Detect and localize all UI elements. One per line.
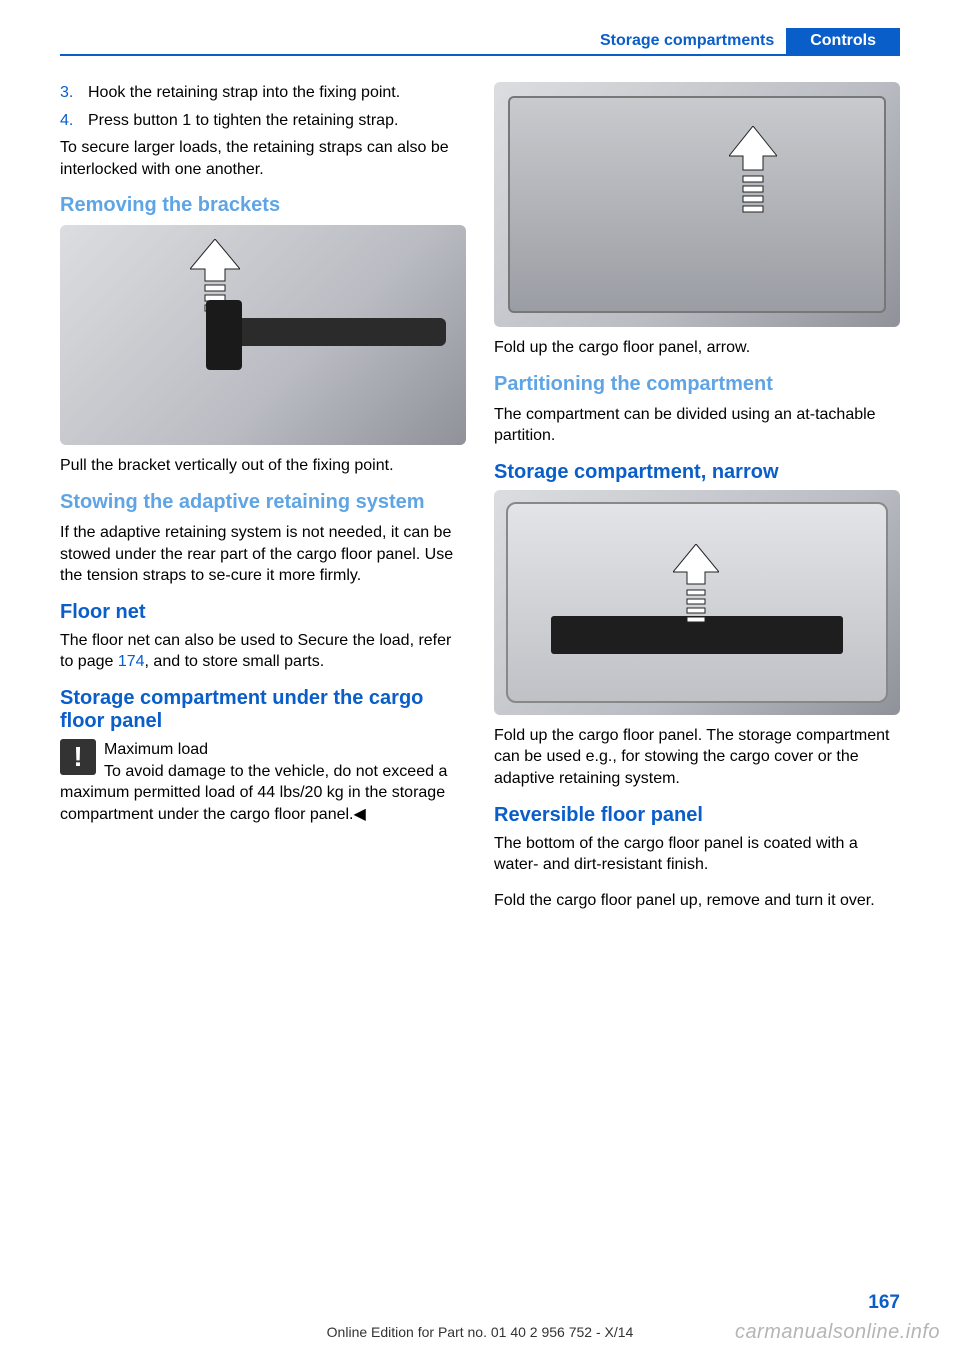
list-text: Hook the retaining strap into the fixing… — [88, 82, 466, 104]
heading-under-floor: Storage compartment under the cargo floo… — [60, 687, 466, 733]
image-trunk-top — [494, 82, 900, 327]
heading-narrow: Storage compartment, narrow — [494, 461, 900, 484]
paragraph: Fold up the cargo floor panel, arrow. — [494, 337, 900, 359]
paragraph: Fold the cargo floor panel up, remove an… — [494, 890, 900, 912]
arrow-up-icon — [673, 544, 719, 636]
arrow-up-icon — [729, 126, 777, 226]
paragraph: Fold up the cargo floor panel. The stora… — [494, 725, 900, 790]
heading-stowing: Stowing the adaptive retaining system — [60, 491, 466, 514]
paragraph: The compartment can be divided using an … — [494, 404, 900, 447]
header-chapter: Controls — [786, 28, 900, 54]
page-link-174[interactable]: 174 — [118, 653, 145, 670]
image-bracket — [60, 225, 466, 445]
heading-reversible: Reversible floor panel — [494, 804, 900, 827]
heading-floor-net: Floor net — [60, 601, 466, 624]
page: Storage compartments Controls 3. Hook th… — [0, 0, 960, 1362]
paragraph: Pull the bracket vertically out of the f… — [60, 455, 466, 477]
list-number: 3. — [60, 82, 88, 104]
header-section: Storage compartments — [600, 28, 786, 54]
warning-icon: ! — [60, 739, 96, 775]
paragraph-floor-net: The floor net can also be used to Secure… — [60, 630, 466, 673]
bracket-post — [206, 300, 242, 370]
left-column: 3. Hook the retaining strap into the fix… — [60, 82, 466, 925]
list-number: 4. — [60, 110, 88, 132]
list-item: 3. Hook the retaining strap into the fix… — [60, 82, 466, 104]
text: , and to store small parts. — [145, 653, 325, 670]
list-item: 4. Press button 1 to tighten the retaini… — [60, 110, 466, 132]
warning-body: To avoid damage to the vehicle, do not e… — [60, 763, 447, 823]
warning-block: ! Maximum load To avoid damage to the ve… — [60, 739, 466, 825]
bracket-bar — [222, 318, 445, 346]
trunk-outline — [508, 96, 886, 313]
image-trunk-narrow — [494, 490, 900, 715]
paragraph: The bottom of the cargo floor panel is c… — [494, 833, 900, 876]
warning-title: Maximum load — [104, 741, 208, 758]
heading-removing-brackets: Removing the brackets — [60, 194, 466, 217]
right-column: Fold up the cargo floor panel, arrow. Pa… — [494, 82, 900, 925]
paragraph: If the adaptive retaining system is not … — [60, 522, 466, 587]
list-text: Press button 1 to tighten the retaining … — [88, 110, 466, 132]
content-columns: 3. Hook the retaining strap into the fix… — [60, 82, 900, 925]
page-header: Storage compartments Controls — [60, 28, 900, 56]
watermark: carmanualsonline.info — [735, 1321, 940, 1344]
heading-partitioning: Partitioning the compartment — [494, 373, 900, 396]
paragraph: To secure larger loads, the retaining st… — [60, 137, 466, 180]
page-number: 167 — [868, 1292, 900, 1314]
